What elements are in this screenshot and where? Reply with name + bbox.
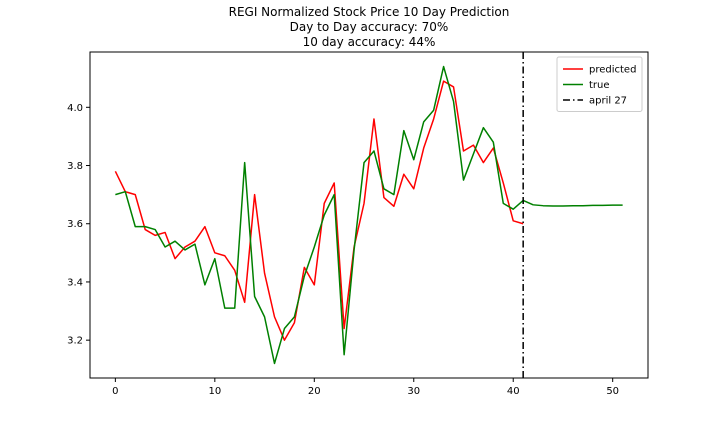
x-tick-label: 40 <box>507 386 520 397</box>
chart-title-line-1: REGI Normalized Stock Price 10 Day Predi… <box>229 5 510 19</box>
legend-label-1: true <box>589 80 610 91</box>
x-tick-label: 20 <box>308 386 321 397</box>
series-line-predicted <box>114 80 524 341</box>
plot-frame <box>89 51 649 379</box>
chart-title-line-2: Day to Day accuracy: 70% <box>290 20 449 34</box>
y-axis: 3.2 3.4 3.6 3.8 4.0 <box>67 103 90 347</box>
y-tick-label: 3.8 <box>67 161 83 172</box>
y-tick-label: 3.2 <box>67 336 83 347</box>
legend-label-0: predicted <box>589 65 636 76</box>
legend-box <box>556 56 643 112</box>
plot-area <box>89 51 649 379</box>
series-line-true <box>115 65 623 365</box>
x-tick-label: 10 <box>208 386 221 397</box>
x-tick-label: 30 <box>407 386 420 397</box>
legend: predicted true april 27 <box>556 56 643 112</box>
chart-title-line-3: 10 day accuracy: 44% <box>303 35 436 49</box>
x-tick-label: 0 <box>112 386 118 397</box>
legend-label-2: april 27 <box>589 96 627 107</box>
y-tick-label: 4.0 <box>67 103 83 114</box>
y-tick-label: 3.6 <box>67 219 83 230</box>
x-axis: 0 10 20 30 40 50 <box>112 378 619 397</box>
x-tick-label: 50 <box>606 386 619 397</box>
chart-title: REGI Normalized Stock Price 10 Day Predi… <box>229 5 510 49</box>
y-tick-label: 3.4 <box>67 277 83 288</box>
